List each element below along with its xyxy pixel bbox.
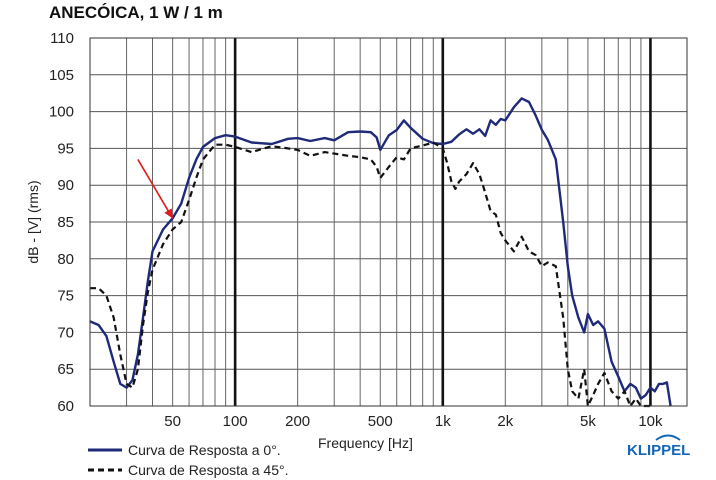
klippel-logo: KLIPPEL — [627, 442, 690, 459]
x-tick-label: 500 — [368, 413, 393, 430]
series-line-1 — [90, 141, 651, 408]
legend-label-1: Curva de Resposta a 45°. — [128, 462, 288, 478]
y-tick-label: 110 — [50, 30, 74, 47]
y-tick-label: 100 — [49, 104, 74, 121]
y-tick-label: 80 — [57, 251, 74, 268]
x-tick-label: 50 — [164, 413, 181, 430]
x-tick-label: 200 — [285, 413, 310, 430]
x-tick-label: 5k — [580, 413, 596, 430]
x-tick-label: 1k — [435, 413, 451, 430]
x-tick-label: 2k — [497, 413, 513, 430]
series-line-0 — [89, 97, 672, 407]
y-tick-label: 60 — [57, 398, 74, 415]
y-tick-labels: 60 65 70 75 80 85 90 95 100 105 110 — [49, 30, 74, 415]
y-tick-label: 90 — [57, 177, 74, 194]
annotation-arrow-line — [137, 159, 174, 219]
y-tick-label: 65 — [57, 361, 74, 378]
x-axis-label: Frequency [Hz] — [318, 435, 413, 451]
legend: Curva de Resposta a 0°. Curva de Respost… — [88, 442, 288, 478]
x-tick-labels: 50 100 200 500 1k 2k 5k 10k — [164, 413, 663, 430]
annotation-layer — [137, 159, 174, 219]
grid-major — [233, 38, 652, 406]
chart-title: ANECÓICA, 1 W / 1 m — [49, 3, 223, 22]
y-tick-label: 105 — [49, 67, 74, 84]
y-axis-label: dB - [V] (rms) — [25, 180, 41, 263]
y-tick-label: 95 — [57, 140, 74, 157]
y-tick-label: 75 — [57, 288, 74, 305]
y-tick-label: 85 — [57, 214, 74, 231]
x-tick-label: 100 — [223, 413, 248, 430]
legend-label-0: Curva de Resposta a 0°. — [128, 442, 281, 458]
klippel-logo-arc — [655, 434, 681, 441]
series-layer — [89, 97, 672, 408]
x-tick-label: 10k — [638, 413, 663, 430]
y-tick-label: 70 — [57, 324, 74, 341]
annotation-arrow-head — [164, 208, 173, 219]
plot-frame — [89, 37, 688, 407]
